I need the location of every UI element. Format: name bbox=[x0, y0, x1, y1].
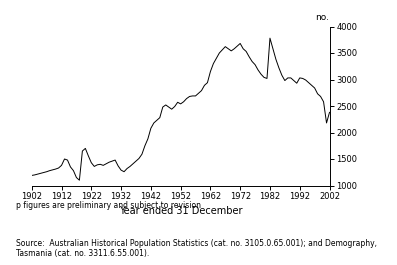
X-axis label: Year ended 31 December: Year ended 31 December bbox=[119, 206, 243, 216]
Text: p figures are preliminary and subject to revision: p figures are preliminary and subject to… bbox=[16, 201, 201, 210]
Text: Source:  Australian Historical Population Statistics (cat. no. 3105.0.65.001); a: Source: Australian Historical Population… bbox=[16, 238, 377, 258]
Text: no.: no. bbox=[316, 13, 330, 22]
